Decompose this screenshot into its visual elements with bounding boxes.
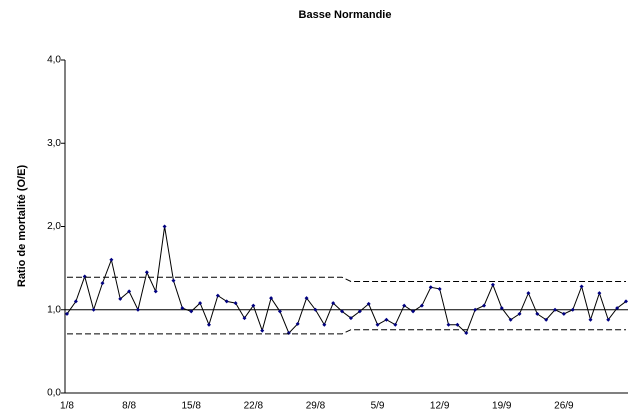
x-tick-label: 22/8 xyxy=(244,401,264,412)
marker xyxy=(615,306,620,311)
marker xyxy=(100,281,105,286)
marker xyxy=(499,306,504,311)
marker xyxy=(206,322,211,327)
marker xyxy=(357,309,362,314)
marker xyxy=(224,299,229,304)
marker xyxy=(322,322,327,327)
x-tick-label: 5/9 xyxy=(371,401,385,412)
chart-title: Basse Normandie xyxy=(299,9,392,21)
marker xyxy=(437,286,442,291)
marker xyxy=(277,309,282,314)
x-tick-label: 15/8 xyxy=(181,401,201,412)
x-tick-label: 26/9 xyxy=(554,401,574,412)
y-tick-label: 0,0 xyxy=(47,388,61,399)
marker xyxy=(517,311,522,316)
marker xyxy=(606,317,611,322)
series-line xyxy=(67,329,626,335)
marker xyxy=(446,322,451,327)
marker xyxy=(118,296,123,301)
marker xyxy=(162,224,167,229)
x-tick-label: 29/8 xyxy=(306,401,326,412)
marker xyxy=(127,289,132,294)
x-tick-label: 8/8 xyxy=(122,401,136,412)
marker xyxy=(588,317,593,322)
marker xyxy=(242,316,247,321)
marker xyxy=(411,309,416,314)
marker xyxy=(269,296,274,301)
marker xyxy=(73,299,78,304)
x-tick-label: 19/9 xyxy=(492,401,512,412)
marker xyxy=(215,293,220,298)
x-tick-label: 12/9 xyxy=(430,401,450,412)
marker xyxy=(473,307,478,312)
marker xyxy=(482,303,487,308)
marker xyxy=(526,291,531,296)
series-line xyxy=(66,226,627,334)
marker xyxy=(597,291,602,296)
marker xyxy=(455,322,460,327)
marker xyxy=(304,296,309,301)
marker xyxy=(624,299,628,304)
marker xyxy=(109,257,114,262)
x-tick-label: 1/8 xyxy=(60,401,74,412)
marker xyxy=(233,301,238,306)
marker xyxy=(366,301,371,306)
marker xyxy=(82,274,87,279)
marker xyxy=(144,270,149,275)
marker xyxy=(251,303,256,308)
marker xyxy=(561,311,566,316)
marker xyxy=(348,316,353,321)
marker xyxy=(189,309,194,314)
marker xyxy=(490,282,495,287)
marker xyxy=(91,307,96,312)
marker xyxy=(198,301,203,306)
y-tick-label: 3,0 xyxy=(47,138,61,149)
y-tick-label: 2,0 xyxy=(47,221,61,232)
marker xyxy=(135,307,140,312)
marker xyxy=(544,317,549,322)
marker xyxy=(570,307,575,312)
marker xyxy=(171,278,176,283)
marker xyxy=(313,307,318,312)
marker xyxy=(295,321,300,326)
marker xyxy=(375,322,380,327)
y-tick-label: 4,0 xyxy=(47,55,61,66)
marker xyxy=(180,306,185,311)
marker xyxy=(553,307,558,312)
marker xyxy=(464,331,469,336)
marker xyxy=(402,303,407,308)
marker xyxy=(428,285,433,290)
marker xyxy=(535,311,540,316)
marker xyxy=(579,284,584,289)
marker xyxy=(419,303,424,308)
y-axis-label: Ratio de mortalité (O/E) xyxy=(16,165,28,288)
series-line xyxy=(67,276,626,282)
y-tick-label: 1,0 xyxy=(47,304,61,315)
marker xyxy=(65,311,69,316)
marker xyxy=(393,322,398,327)
marker xyxy=(260,328,265,333)
marker xyxy=(331,301,336,306)
marker xyxy=(153,289,158,294)
marker xyxy=(340,309,345,314)
marker xyxy=(384,317,389,322)
marker xyxy=(508,317,513,322)
